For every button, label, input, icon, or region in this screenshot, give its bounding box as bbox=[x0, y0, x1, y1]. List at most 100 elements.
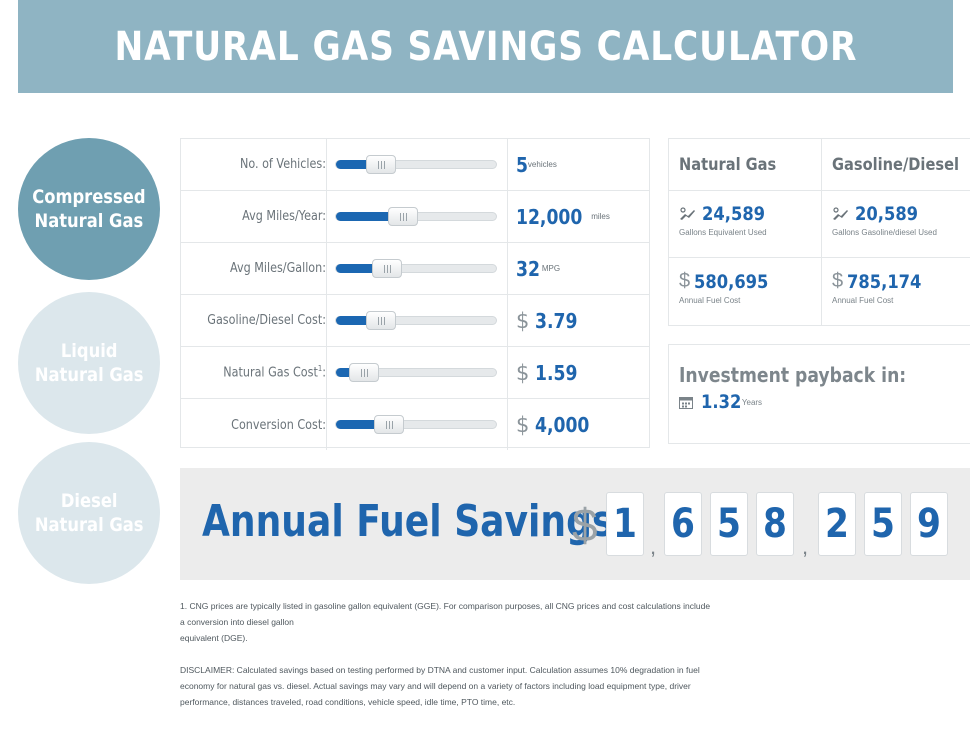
annual-cost-stat: $ 580,695 Annual Fuel Cost bbox=[669, 258, 821, 325]
input-label: Natural Gas Cost1: bbox=[223, 364, 326, 381]
input-row-vehicles: No. of Vehicles: 5 vehicles bbox=[181, 139, 649, 191]
savings-digit: 5 bbox=[864, 492, 902, 556]
tab-compressed-natural-gas[interactable]: Compressed Natural Gas bbox=[18, 138, 160, 280]
input-value: 5 vehicles bbox=[516, 139, 557, 190]
slider-track[interactable] bbox=[335, 415, 497, 434]
input-row-miles-gallon: Avg Miles/Gallon: 32 MPG bbox=[181, 243, 649, 295]
savings-label: Annual Fuel Savings bbox=[202, 496, 614, 547]
slider-handle[interactable] bbox=[388, 207, 418, 226]
value-number: 1.59 bbox=[535, 360, 578, 385]
savings-digit: 6 bbox=[664, 492, 702, 556]
tab-label: Compressed Natural Gas bbox=[32, 186, 146, 232]
digit-separator: , bbox=[650, 534, 657, 559]
slider-track[interactable] bbox=[335, 363, 497, 382]
slider-track[interactable] bbox=[335, 207, 497, 226]
gallons-caption: Gallons Equivalent Used bbox=[679, 228, 767, 237]
slider-fill bbox=[336, 316, 372, 325]
input-row-conversion-cost: Conversion Cost: $ 4,000 bbox=[181, 399, 649, 451]
digit-separator: , bbox=[802, 534, 809, 559]
slider-fill bbox=[336, 212, 394, 221]
inputs-panel: No. of Vehicles: 5 vehicles Avg Miles/Ye… bbox=[180, 138, 650, 451]
annual-cost-value: 580,695 bbox=[694, 270, 769, 293]
natural-gas-cost-slider[interactable] bbox=[326, 347, 508, 398]
value-unit: MPG bbox=[541, 264, 561, 273]
footnote-text: a conversion into diesel gallon bbox=[180, 617, 294, 627]
value-unit: miles bbox=[591, 212, 610, 221]
gasoline-diesel-column: Gasoline/Diesel 20,589 Gallons Gasoline/… bbox=[821, 139, 970, 325]
conversion-cost-slider[interactable] bbox=[326, 399, 508, 450]
slider-handle[interactable] bbox=[366, 311, 396, 330]
slider-fill bbox=[336, 160, 372, 169]
vehicles-slider[interactable] bbox=[326, 139, 508, 190]
value-number: 32 bbox=[516, 256, 540, 281]
annual-fuel-savings-bar: Annual Fuel Savings $ 1 , 6 5 8 , 2 5 9 bbox=[180, 468, 970, 580]
footnote-marker: 1 bbox=[317, 364, 323, 374]
slider-fill bbox=[336, 264, 378, 273]
tab-diesel-natural-gas[interactable]: Diesel Natural Gas bbox=[18, 442, 160, 584]
value-number: 3.79 bbox=[535, 308, 578, 333]
annual-cost-value: 785,174 bbox=[847, 270, 922, 293]
slider-handle[interactable] bbox=[349, 363, 379, 382]
value-number: 5 bbox=[516, 152, 528, 177]
gallons-stat: 24,589 Gallons Equivalent Used bbox=[669, 191, 821, 258]
dollar-sign: $ bbox=[516, 412, 530, 437]
disclaimer-text: performance, distances traveled, road co… bbox=[180, 697, 516, 707]
slider-track[interactable] bbox=[335, 311, 497, 330]
input-row-miles-year: Avg Miles/Year: 12,000 miles bbox=[181, 191, 649, 243]
page-title: NATURAL GAS SAVINGS CALCULATOR bbox=[114, 23, 857, 70]
annual-cost-stat: $ 785,174 Annual Fuel Cost bbox=[822, 258, 970, 325]
value-unit: vehicles bbox=[527, 160, 557, 169]
tab-label: Diesel Natural Gas bbox=[34, 490, 144, 536]
disclaimer-text: economy for natural gas vs. diesel. Actu… bbox=[180, 681, 691, 691]
dollar-sign: $ bbox=[516, 308, 530, 333]
input-label: Avg Miles/Gallon: bbox=[229, 261, 326, 276]
tab-label: Liquid Natural Gas bbox=[34, 340, 144, 386]
input-label: Avg Miles/Year: bbox=[242, 209, 326, 224]
slider-fill bbox=[336, 368, 355, 377]
value-number: 4,000 bbox=[535, 412, 590, 437]
input-label: Gasoline/Diesel Cost: bbox=[207, 313, 326, 328]
input-label: No. of Vehicles: bbox=[239, 157, 326, 172]
payback-unit: Years bbox=[741, 397, 763, 407]
gallons-value: 24,589 bbox=[702, 203, 766, 225]
calculator-header: NATURAL GAS SAVINGS CALCULATOR bbox=[18, 0, 953, 93]
tab-liquid-natural-gas[interactable]: Liquid Natural Gas bbox=[18, 292, 160, 434]
input-value: $ 4,000 bbox=[516, 399, 599, 450]
dollar-sign: $ bbox=[832, 270, 844, 292]
miles-gallon-slider[interactable] bbox=[326, 243, 508, 294]
input-row-gasoline-cost: Gasoline/Diesel Cost: $ 3.79 bbox=[181, 295, 649, 347]
savings-digit: 5 bbox=[710, 492, 748, 556]
slider-handle[interactable] bbox=[366, 155, 396, 174]
value-number: 12,000 bbox=[516, 204, 583, 229]
footnote-text: 1. CNG prices are typically listed in ga… bbox=[180, 601, 711, 611]
savings-digit: 9 bbox=[910, 492, 948, 556]
slider-handle[interactable] bbox=[372, 259, 402, 278]
natural-gas-column: Natural Gas 24,589 Gallons Equivalent Us… bbox=[669, 139, 821, 325]
gallons-caption: Gallons Gasoline/diesel Used bbox=[832, 228, 937, 237]
fuel-comparison-panel: Natural Gas 24,589 Gallons Equivalent Us… bbox=[668, 138, 970, 326]
savings-dollar-sign: $ bbox=[572, 499, 598, 551]
footnote-text: equivalent (DGE). bbox=[180, 633, 248, 643]
input-value: $ 1.59 bbox=[516, 347, 585, 398]
calendar-icon bbox=[679, 396, 693, 409]
fuel-nozzle-icon bbox=[833, 207, 848, 220]
fuel-nozzle-icon bbox=[680, 207, 695, 220]
gallons-stat: 20,589 Gallons Gasoline/diesel Used bbox=[822, 191, 970, 258]
disclaimer-text: DISCLAIMER: Calculated savings based on … bbox=[180, 665, 700, 675]
annual-cost-caption: Annual Fuel Cost bbox=[679, 296, 741, 305]
input-value: $ 3.79 bbox=[516, 295, 585, 346]
column-heading: Gasoline/Diesel bbox=[822, 139, 970, 191]
savings-digit: 2 bbox=[818, 492, 856, 556]
investment-payback-panel: Investment payback in: 1.32 Years bbox=[668, 344, 970, 444]
column-heading: Natural Gas bbox=[669, 139, 821, 191]
miles-year-slider[interactable] bbox=[326, 191, 508, 242]
gasoline-cost-slider[interactable] bbox=[326, 295, 508, 346]
slider-handle[interactable] bbox=[374, 415, 404, 434]
dollar-sign: $ bbox=[516, 360, 530, 385]
savings-digit: 1 bbox=[606, 492, 644, 556]
input-value: 12,000 miles bbox=[516, 191, 610, 242]
savings-digit: 8 bbox=[756, 492, 794, 556]
slider-track[interactable] bbox=[335, 155, 497, 174]
footnotes: 1. CNG prices are typically listed in ga… bbox=[180, 598, 820, 710]
slider-track[interactable] bbox=[335, 259, 497, 278]
